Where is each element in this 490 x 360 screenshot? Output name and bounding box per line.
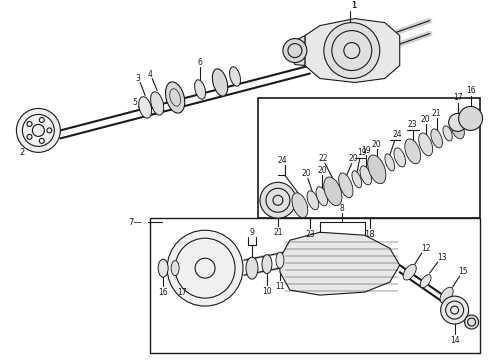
Ellipse shape xyxy=(368,155,386,184)
Ellipse shape xyxy=(212,69,228,96)
Circle shape xyxy=(441,296,468,324)
Text: 16: 16 xyxy=(466,86,475,95)
Text: 17: 17 xyxy=(453,93,463,102)
Circle shape xyxy=(260,182,296,218)
Circle shape xyxy=(16,108,60,152)
Ellipse shape xyxy=(324,177,342,206)
Ellipse shape xyxy=(431,129,442,148)
Text: 20: 20 xyxy=(421,115,431,124)
Text: 13: 13 xyxy=(437,253,446,262)
Text: 4: 4 xyxy=(147,70,152,79)
Ellipse shape xyxy=(385,154,394,171)
Text: 5: 5 xyxy=(133,98,138,107)
Ellipse shape xyxy=(339,173,353,198)
Ellipse shape xyxy=(150,92,164,115)
Ellipse shape xyxy=(419,133,433,156)
Text: 7—: 7— xyxy=(128,218,142,227)
Text: 2: 2 xyxy=(20,148,25,157)
Circle shape xyxy=(465,315,479,329)
Text: 6: 6 xyxy=(197,58,202,67)
Ellipse shape xyxy=(166,82,185,113)
Ellipse shape xyxy=(360,166,371,185)
Text: 11: 11 xyxy=(275,282,285,291)
Circle shape xyxy=(324,23,380,78)
Ellipse shape xyxy=(246,257,258,279)
Text: 22: 22 xyxy=(318,154,328,163)
Polygon shape xyxy=(290,36,305,66)
Text: 20: 20 xyxy=(349,154,359,163)
Text: 9: 9 xyxy=(249,228,254,237)
Text: 20: 20 xyxy=(372,140,382,149)
Text: 20: 20 xyxy=(301,169,311,178)
Ellipse shape xyxy=(405,139,420,164)
Ellipse shape xyxy=(229,67,241,86)
Ellipse shape xyxy=(262,255,272,274)
Ellipse shape xyxy=(443,126,452,141)
Polygon shape xyxy=(305,19,400,82)
Circle shape xyxy=(283,39,307,63)
Text: 10: 10 xyxy=(262,287,272,296)
Bar xyxy=(150,218,480,353)
Text: 12: 12 xyxy=(421,244,430,253)
Text: 24: 24 xyxy=(277,156,287,165)
Ellipse shape xyxy=(276,252,284,268)
Text: 1: 1 xyxy=(351,1,356,10)
Text: 17: 17 xyxy=(177,288,187,297)
Text: 18: 18 xyxy=(365,230,375,239)
Ellipse shape xyxy=(352,171,362,188)
Ellipse shape xyxy=(195,80,205,99)
Text: 14: 14 xyxy=(450,336,460,345)
Text: 24: 24 xyxy=(393,130,403,139)
Text: 3: 3 xyxy=(136,74,141,83)
Ellipse shape xyxy=(394,148,406,167)
Ellipse shape xyxy=(316,187,328,206)
Text: 15: 15 xyxy=(458,267,467,276)
Text: 16: 16 xyxy=(158,288,168,297)
Ellipse shape xyxy=(158,259,168,277)
Polygon shape xyxy=(280,232,400,295)
Text: 21: 21 xyxy=(273,228,283,237)
Ellipse shape xyxy=(307,191,318,210)
Circle shape xyxy=(167,230,243,306)
Ellipse shape xyxy=(420,275,431,288)
Text: 19: 19 xyxy=(361,146,370,155)
Text: 23: 23 xyxy=(408,120,417,129)
Ellipse shape xyxy=(403,264,416,280)
Text: 1: 1 xyxy=(351,1,356,10)
Bar xyxy=(258,99,480,218)
Text: 23: 23 xyxy=(305,230,315,239)
Text: 20: 20 xyxy=(317,166,327,175)
Text: 21: 21 xyxy=(432,109,441,118)
Ellipse shape xyxy=(292,193,308,218)
Ellipse shape xyxy=(440,287,453,303)
Text: 8: 8 xyxy=(340,204,344,213)
Circle shape xyxy=(449,113,466,131)
Circle shape xyxy=(459,107,483,130)
Text: 19: 19 xyxy=(357,148,367,157)
Ellipse shape xyxy=(451,118,465,139)
Ellipse shape xyxy=(139,97,151,118)
Ellipse shape xyxy=(171,261,179,276)
